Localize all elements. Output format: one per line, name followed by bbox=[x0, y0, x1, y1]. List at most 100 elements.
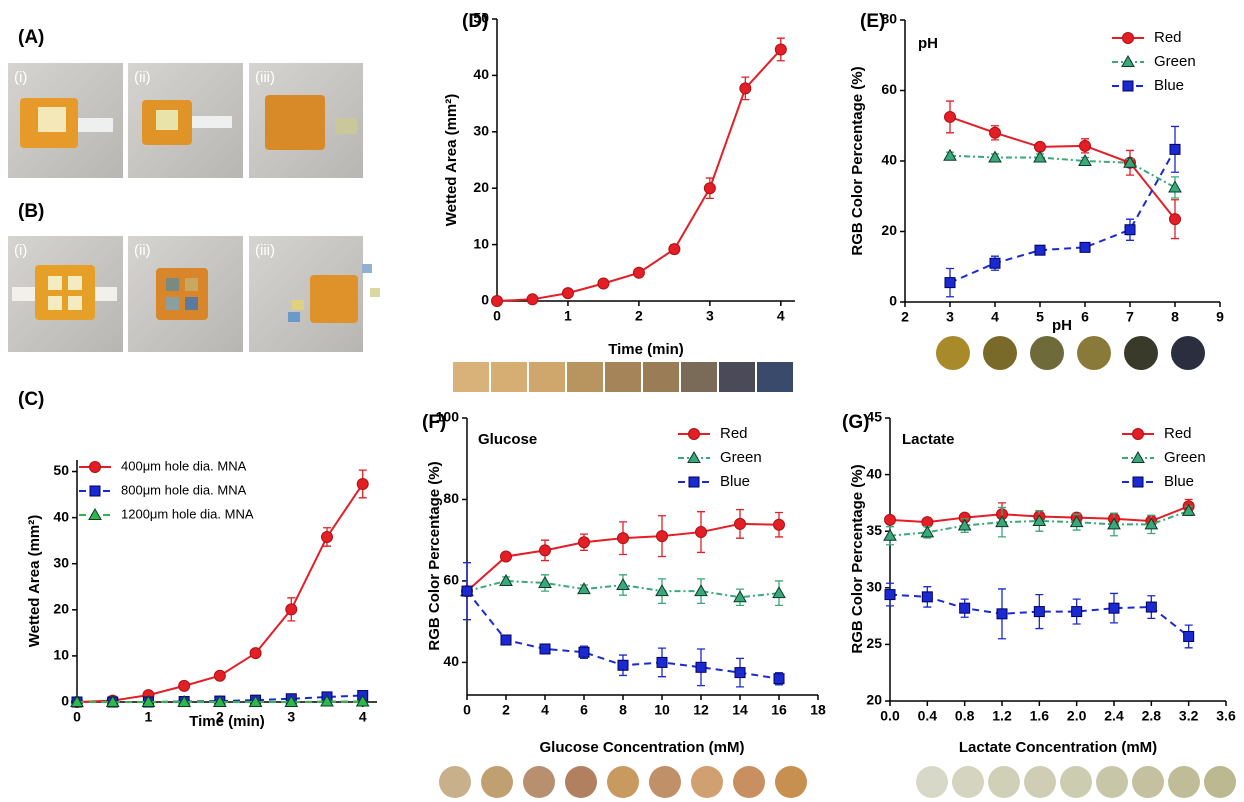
y-axis-label: Wetted Area (mm²) bbox=[443, 94, 460, 227]
marker bbox=[989, 151, 1001, 162]
x-tick-label: 4 bbox=[991, 309, 999, 325]
marker bbox=[250, 648, 261, 659]
y-tick-label: 35 bbox=[866, 522, 882, 538]
photo-label: (i) bbox=[14, 69, 27, 86]
x-axis-label: Lactate Concentration (mM) bbox=[959, 739, 1157, 756]
y-axis-label: RGB Color Percentage (%) bbox=[849, 464, 866, 653]
marker bbox=[945, 278, 955, 288]
x-tick-label: 10 bbox=[654, 702, 670, 718]
marker bbox=[1169, 181, 1181, 192]
y-tick-label: 40 bbox=[473, 66, 489, 82]
legend-label: 800μm hole dia. MNA bbox=[121, 482, 247, 497]
x-axis-label: Glucose Concentration (mM) bbox=[539, 739, 744, 756]
x-tick-label: 3.6 bbox=[1216, 708, 1236, 724]
photo-label: (iii) bbox=[255, 69, 275, 86]
marker bbox=[990, 258, 1000, 268]
y-tick-label: 30 bbox=[53, 554, 69, 570]
marker bbox=[1125, 225, 1135, 235]
y-tick-label: 20 bbox=[881, 222, 897, 238]
x-tick-label: 14 bbox=[732, 702, 748, 718]
x-tick-label: 5 bbox=[1036, 309, 1044, 325]
x-axis-label: Time (min) bbox=[189, 713, 265, 730]
y-tick-label: 30 bbox=[866, 579, 882, 595]
x-tick-label: 0 bbox=[463, 702, 471, 718]
x-tick-label: 1 bbox=[564, 308, 572, 324]
marker bbox=[579, 647, 589, 657]
photo-label: (ii) bbox=[134, 69, 151, 86]
marker bbox=[1170, 214, 1181, 225]
marker bbox=[1133, 477, 1143, 487]
legend-label: Green bbox=[720, 449, 762, 466]
marker bbox=[357, 478, 368, 489]
y-tick-label: 80 bbox=[443, 490, 459, 506]
legend-label: Red bbox=[1164, 425, 1192, 442]
marker bbox=[214, 670, 225, 681]
x-tick-label: 3 bbox=[946, 309, 954, 325]
annotation: pH bbox=[918, 35, 938, 52]
x-tick-label: 3.2 bbox=[1179, 708, 1199, 724]
x-tick-label: 2.4 bbox=[1104, 708, 1124, 724]
marker bbox=[689, 477, 699, 487]
marker bbox=[1080, 242, 1090, 252]
x-tick-label: 0 bbox=[493, 308, 501, 324]
marker bbox=[1170, 144, 1180, 154]
legend-label: Blue bbox=[1154, 77, 1184, 94]
x-tick-label: 1 bbox=[145, 709, 153, 725]
marker bbox=[1080, 140, 1091, 151]
marker bbox=[657, 531, 668, 542]
x-tick-label: 1.6 bbox=[1030, 708, 1050, 724]
marker bbox=[501, 551, 512, 562]
x-tick-label: 8 bbox=[1171, 309, 1179, 325]
x-tick-label: 6 bbox=[580, 702, 588, 718]
y-tick-label: 0 bbox=[61, 693, 69, 709]
marker bbox=[688, 452, 700, 463]
y-tick-label: 40 bbox=[866, 465, 882, 481]
series-line bbox=[950, 149, 1175, 282]
marker bbox=[945, 111, 956, 122]
x-tick-label: 4 bbox=[541, 702, 549, 718]
x-tick-label: 12 bbox=[693, 702, 709, 718]
swatches bbox=[439, 336, 1236, 798]
panel-label: (F) bbox=[422, 412, 446, 433]
marker bbox=[501, 635, 511, 645]
panel-label: (A) bbox=[18, 27, 44, 48]
marker bbox=[1109, 603, 1119, 613]
marker bbox=[90, 462, 101, 473]
y-tick-label: 60 bbox=[443, 572, 459, 588]
y-tick-label: 50 bbox=[53, 462, 69, 478]
marker bbox=[1133, 429, 1144, 440]
x-axis-label: pH bbox=[1052, 317, 1072, 334]
legend-label: 1200μm hole dia. MNA bbox=[121, 506, 254, 521]
legend-label: Blue bbox=[1164, 473, 1194, 490]
marker bbox=[579, 537, 590, 548]
x-tick-label: 16 bbox=[771, 702, 787, 718]
marker bbox=[1035, 245, 1045, 255]
x-tick-label: 18 bbox=[810, 702, 826, 718]
x-tick-label: 8 bbox=[619, 702, 627, 718]
x-tick-label: 4 bbox=[777, 308, 785, 324]
y-tick-label: 25 bbox=[866, 635, 882, 651]
marker bbox=[617, 579, 629, 590]
series-line bbox=[950, 156, 1175, 188]
marker bbox=[618, 660, 628, 670]
x-tick-label: 2 bbox=[635, 308, 643, 324]
marker bbox=[669, 244, 680, 255]
photos bbox=[8, 63, 380, 352]
photo-label: (i) bbox=[14, 242, 27, 259]
y-tick-label: 10 bbox=[473, 235, 489, 251]
y-tick-label: 20 bbox=[53, 601, 69, 617]
legend-label: 400μm hole dia. MNA bbox=[121, 458, 247, 473]
marker bbox=[921, 526, 933, 537]
marker bbox=[633, 267, 644, 278]
marker bbox=[540, 644, 550, 654]
marker bbox=[775, 44, 786, 55]
marker bbox=[322, 531, 333, 542]
legend-label: Blue bbox=[720, 473, 750, 490]
annotation: Glucose bbox=[478, 431, 537, 448]
y-tick-label: 40 bbox=[53, 508, 69, 524]
y-axis-label: RGB Color Percentage (%) bbox=[426, 461, 443, 650]
marker bbox=[1184, 631, 1194, 641]
marker bbox=[89, 509, 101, 520]
marker bbox=[696, 662, 706, 672]
y-axis-label: Wetted Area (mm²) bbox=[26, 515, 43, 648]
